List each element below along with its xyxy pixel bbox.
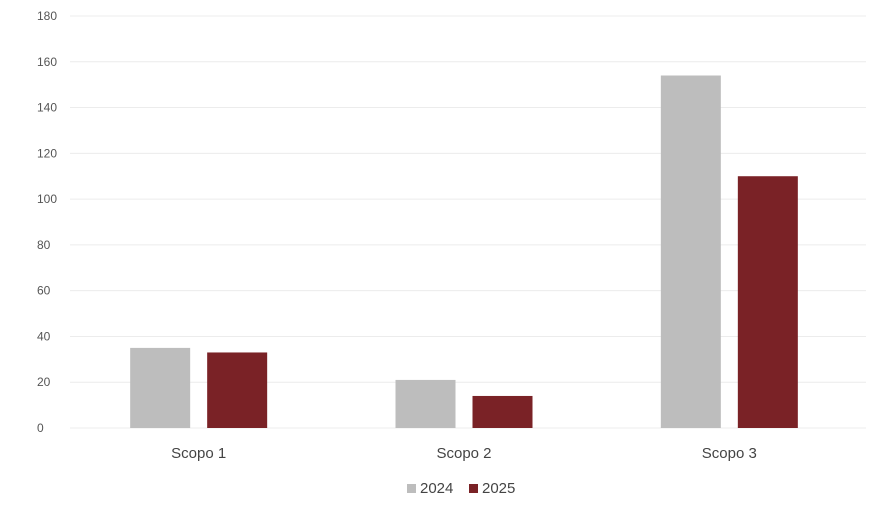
x-axis-tick-labels: Scopo 1 Scopo 2 Scopo 3 — [171, 445, 757, 462]
legend-swatch-2024 — [407, 484, 416, 493]
bar-scopo-3-2025 — [737, 176, 798, 428]
y-tick-label-20: 20 — [37, 375, 51, 389]
bars — [130, 75, 798, 428]
legend-swatch-2025 — [469, 484, 478, 493]
y-tick-label-160: 160 — [37, 55, 57, 69]
x-tick-label-scopo-1: Scopo 1 — [171, 445, 226, 462]
y-tick-label-80: 80 — [37, 238, 51, 252]
y-tick-label-0: 0 — [37, 421, 44, 435]
bar-scopo-2-2024 — [395, 379, 456, 428]
x-tick-label-scopo-3: Scopo 3 — [702, 445, 757, 462]
y-tick-label-40: 40 — [37, 329, 51, 343]
bar-scopo-1-2025 — [207, 352, 268, 428]
legend-label-2025: 2025 — [482, 480, 515, 497]
bar-scopo-2-2025 — [472, 395, 533, 428]
y-tick-label-180: 180 — [37, 9, 57, 23]
bar-scopo-1-2024 — [130, 347, 191, 428]
y-axis-tick-labels: 0 20 40 60 80 100 120 140 160 180 — [37, 9, 57, 435]
y-tick-label-60: 60 — [37, 284, 51, 298]
y-tick-label-120: 120 — [37, 146, 57, 160]
legend-label-2024: 2024 — [420, 480, 453, 497]
bar-scopo-3-2024 — [660, 75, 721, 428]
legend: 2024 2025 — [407, 480, 515, 497]
y-tick-label-140: 140 — [37, 101, 57, 115]
y-tick-label-100: 100 — [37, 192, 57, 206]
gridlines — [70, 15, 866, 429]
x-tick-label-scopo-2: Scopo 2 — [436, 445, 491, 462]
